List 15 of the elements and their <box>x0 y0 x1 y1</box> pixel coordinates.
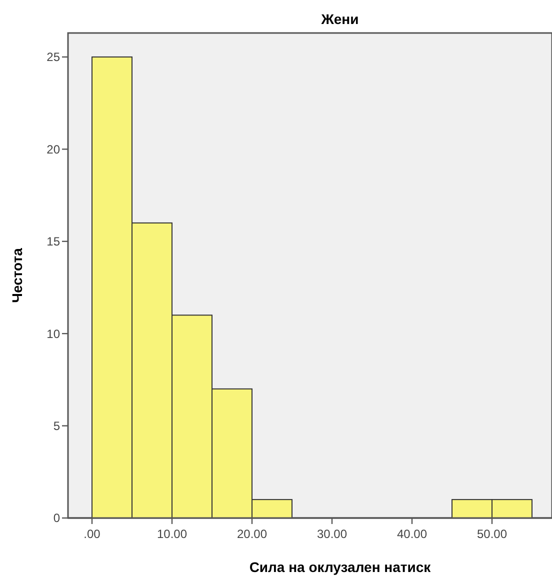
y-tick-label: 15 <box>46 234 60 249</box>
x-tick-label: 40.00 <box>396 527 428 541</box>
x-tick-label: 20.00 <box>236 527 268 541</box>
y-tick-label: 10 <box>46 326 60 341</box>
y-tick-label: 5 <box>53 418 60 433</box>
y-tick-label: 20 <box>46 142 60 156</box>
y-tick-label: 0 <box>53 511 60 526</box>
x-tick-label: 50.00 <box>476 527 508 541</box>
chart-title: Жени <box>320 11 359 27</box>
x-axis-title: Сила на оклузален натиск <box>249 559 432 575</box>
x-tick-label: 30.00 <box>316 527 348 541</box>
y-axis-title: Честота <box>9 248 25 303</box>
x-tick-label: 10.00 <box>156 527 188 541</box>
x-tick-label: .00 <box>84 527 101 541</box>
y-tick-label: 25 <box>46 50 60 64</box>
